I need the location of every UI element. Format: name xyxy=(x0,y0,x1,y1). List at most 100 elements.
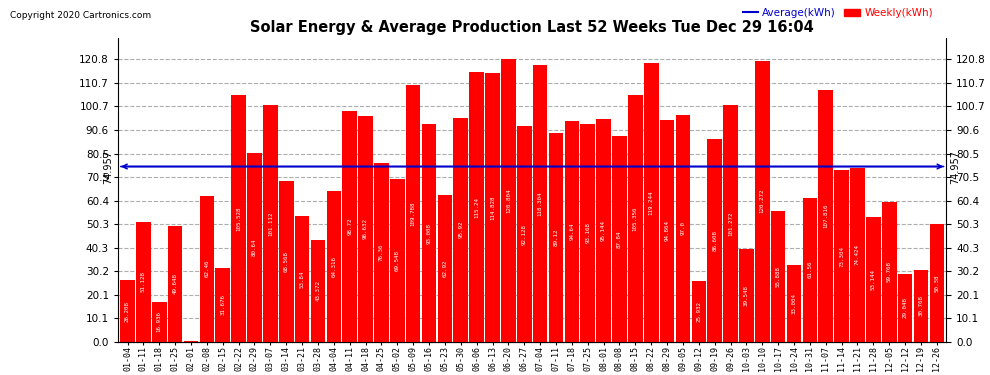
Bar xyxy=(771,211,785,342)
Bar xyxy=(866,217,881,342)
Text: 68.568: 68.568 xyxy=(284,251,289,272)
Bar xyxy=(358,116,373,342)
Text: 94.64: 94.64 xyxy=(569,222,574,240)
Text: 51.128: 51.128 xyxy=(141,272,146,292)
Bar xyxy=(533,65,547,342)
Text: 97.0: 97.0 xyxy=(680,221,685,236)
Bar xyxy=(311,240,326,342)
Bar xyxy=(898,274,913,342)
Bar xyxy=(740,249,753,342)
Text: 96.632: 96.632 xyxy=(363,218,368,239)
Bar xyxy=(612,136,627,342)
Bar xyxy=(390,179,405,342)
Text: 55.888: 55.888 xyxy=(775,266,781,287)
Text: 26.208: 26.208 xyxy=(125,300,130,321)
Text: 74.957: 74.957 xyxy=(950,150,960,183)
Bar xyxy=(263,105,277,342)
Bar xyxy=(580,124,595,342)
Bar xyxy=(708,139,722,342)
Text: 49.648: 49.648 xyxy=(172,273,177,294)
Bar xyxy=(501,59,516,342)
Text: 50.38: 50.38 xyxy=(935,274,940,291)
Bar xyxy=(485,74,500,342)
Bar xyxy=(548,134,563,342)
Text: 33.004: 33.004 xyxy=(792,292,797,314)
Bar xyxy=(644,63,658,342)
Legend: Average(kWh), Weekly(kWh): Average(kWh), Weekly(kWh) xyxy=(739,4,937,22)
Text: 76.36: 76.36 xyxy=(379,244,384,261)
Bar xyxy=(469,72,484,342)
Bar xyxy=(803,198,817,342)
Text: 31.676: 31.676 xyxy=(220,294,226,315)
Text: 95.92: 95.92 xyxy=(458,221,463,238)
Text: 93.168: 93.168 xyxy=(585,222,590,243)
Text: 25.932: 25.932 xyxy=(696,301,701,322)
Text: 120.804: 120.804 xyxy=(506,188,511,213)
Text: 43.372: 43.372 xyxy=(316,280,321,302)
Text: 107.816: 107.816 xyxy=(824,204,829,228)
Bar xyxy=(691,281,706,342)
Bar xyxy=(659,120,674,342)
Bar xyxy=(279,182,293,342)
Bar xyxy=(787,264,801,342)
Text: 87.84: 87.84 xyxy=(617,230,622,248)
Text: 86.608: 86.608 xyxy=(712,230,717,251)
Text: 118.304: 118.304 xyxy=(538,191,543,216)
Bar xyxy=(152,302,166,342)
Text: 105.356: 105.356 xyxy=(633,206,638,231)
Title: Solar Energy & Average Production Last 52 Weeks Tue Dec 29 16:04: Solar Energy & Average Production Last 5… xyxy=(250,20,814,35)
Text: 94.864: 94.864 xyxy=(664,220,669,242)
Text: 109.788: 109.788 xyxy=(411,201,416,226)
Text: 53.84: 53.84 xyxy=(300,270,305,288)
Text: Copyright 2020 Cartronics.com: Copyright 2020 Cartronics.com xyxy=(10,11,151,20)
Text: 74.424: 74.424 xyxy=(855,244,860,265)
Bar xyxy=(930,224,944,342)
Bar xyxy=(216,268,230,342)
Text: 39.548: 39.548 xyxy=(743,285,748,306)
Text: 69.548: 69.548 xyxy=(395,250,400,271)
Text: 62.92: 62.92 xyxy=(443,260,447,277)
Text: 114.828: 114.828 xyxy=(490,195,495,220)
Text: 120.272: 120.272 xyxy=(759,189,765,213)
Text: 62.46: 62.46 xyxy=(204,260,209,278)
Bar xyxy=(200,196,214,342)
Bar xyxy=(136,222,150,342)
Text: 89.12: 89.12 xyxy=(553,229,558,246)
Text: 29.048: 29.048 xyxy=(903,297,908,318)
Text: 53.144: 53.144 xyxy=(871,269,876,290)
Bar xyxy=(168,226,182,342)
Text: 64.316: 64.316 xyxy=(332,256,337,277)
Text: 74.957: 74.957 xyxy=(103,150,113,183)
Text: 93.008: 93.008 xyxy=(427,222,432,243)
Text: 80.64: 80.64 xyxy=(252,239,257,256)
Bar xyxy=(724,105,738,342)
Bar xyxy=(819,90,833,342)
Text: 115.24: 115.24 xyxy=(474,196,479,217)
Text: 73.304: 73.304 xyxy=(840,246,844,267)
Bar xyxy=(438,195,452,342)
Text: 92.128: 92.128 xyxy=(522,224,527,245)
Bar xyxy=(374,163,389,342)
Bar xyxy=(675,115,690,342)
Bar xyxy=(882,202,897,342)
Bar xyxy=(248,153,261,342)
Text: 101.272: 101.272 xyxy=(728,211,733,236)
Bar xyxy=(343,111,357,342)
Bar xyxy=(628,96,643,342)
Bar xyxy=(422,124,437,342)
Text: 95.144: 95.144 xyxy=(601,220,606,241)
Text: 101.112: 101.112 xyxy=(268,211,273,236)
Bar xyxy=(232,95,246,342)
Text: 59.768: 59.768 xyxy=(887,261,892,282)
Bar xyxy=(295,216,310,342)
Bar xyxy=(327,191,342,342)
Bar xyxy=(453,117,468,342)
Bar xyxy=(755,61,769,342)
Text: 61.56: 61.56 xyxy=(808,261,813,279)
Text: 105.528: 105.528 xyxy=(237,206,242,231)
Text: 119.244: 119.244 xyxy=(648,190,653,214)
Text: 16.936: 16.936 xyxy=(156,311,161,332)
Bar xyxy=(120,280,135,342)
Bar xyxy=(406,85,421,342)
Text: 98.72: 98.72 xyxy=(347,217,352,235)
